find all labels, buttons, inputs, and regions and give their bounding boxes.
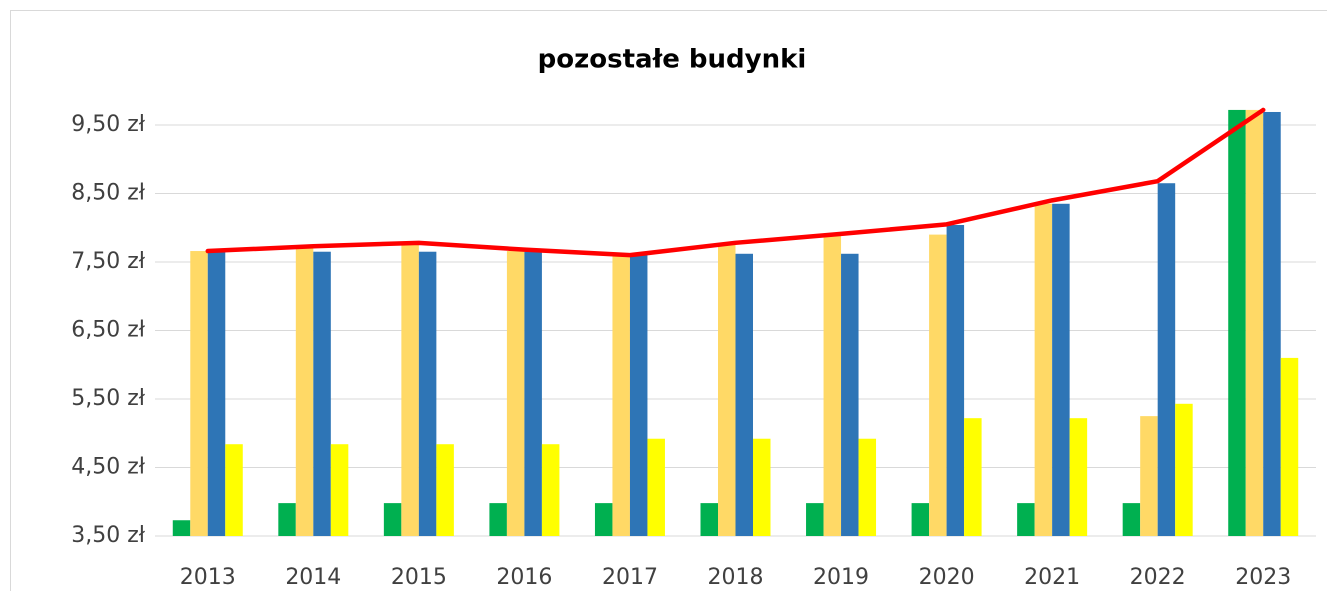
line xyxy=(205,107,1266,258)
bar xyxy=(858,438,877,536)
bar xyxy=(295,248,314,537)
bar xyxy=(313,251,331,536)
x-tick-label: 2020 xyxy=(919,565,975,590)
y-tick-label: 9,50 zł xyxy=(71,112,146,137)
x-tick-label: 2013 xyxy=(180,565,236,590)
bar xyxy=(700,503,718,536)
x-tick-label: 2017 xyxy=(602,565,658,590)
bar xyxy=(418,251,437,536)
bar xyxy=(735,253,753,536)
bar xyxy=(172,520,191,536)
x-tick-label: 2023 xyxy=(1235,565,1291,590)
bar xyxy=(1263,111,1281,537)
bar xyxy=(946,225,965,536)
bar xyxy=(278,503,296,536)
bar xyxy=(1175,403,1193,536)
bar xyxy=(383,503,402,536)
bar xyxy=(1140,416,1158,536)
bar xyxy=(436,444,454,536)
bar xyxy=(524,251,542,536)
x-tick-label: 2019 xyxy=(813,565,869,590)
bar xyxy=(225,444,243,536)
y-tick-label: 4,50 zł xyxy=(71,455,146,480)
chart-title: pozostałe budynki xyxy=(538,45,807,75)
bar xyxy=(489,503,507,536)
bar xyxy=(1228,109,1246,537)
y-tick-label: 3,50 zł xyxy=(71,523,146,548)
bar xyxy=(190,251,208,537)
bar xyxy=(911,503,930,536)
bar xyxy=(806,503,824,536)
y-tick-label: 6,50 zł xyxy=(71,318,146,343)
bar xyxy=(964,418,982,536)
bar xyxy=(612,255,630,536)
bar xyxy=(1017,503,1035,536)
bar xyxy=(1157,183,1176,536)
y-tick-label: 8,50 zł xyxy=(71,181,146,206)
bar xyxy=(1069,418,1088,536)
bar xyxy=(506,251,525,537)
bar xyxy=(541,444,560,536)
bar xyxy=(594,503,613,536)
bar xyxy=(1122,503,1141,536)
x-tick-label: 2018 xyxy=(708,565,764,590)
bar xyxy=(1280,357,1299,536)
x-tick-label: 2015 xyxy=(391,565,447,590)
x-tick-label: 2014 xyxy=(285,565,341,590)
bar xyxy=(207,251,226,536)
bar xyxy=(1245,109,1264,537)
chart-border xyxy=(10,10,1327,591)
y-tick-label: 7,50 zł xyxy=(71,249,146,274)
x-tick-label: 2021 xyxy=(1024,565,1080,590)
bar xyxy=(753,438,771,536)
bar xyxy=(1052,203,1070,536)
bar xyxy=(401,244,419,536)
y-tick-label: 5,50 zł xyxy=(71,386,146,411)
x-tick-label: 2022 xyxy=(1130,565,1186,590)
bar xyxy=(647,438,665,536)
bar xyxy=(330,444,349,536)
bar xyxy=(718,244,736,536)
x-tick-label: 2016 xyxy=(496,565,552,590)
bar xyxy=(823,235,842,536)
bar xyxy=(929,234,947,536)
bar xyxy=(1034,203,1053,536)
bar xyxy=(841,253,859,536)
bar xyxy=(629,255,648,536)
